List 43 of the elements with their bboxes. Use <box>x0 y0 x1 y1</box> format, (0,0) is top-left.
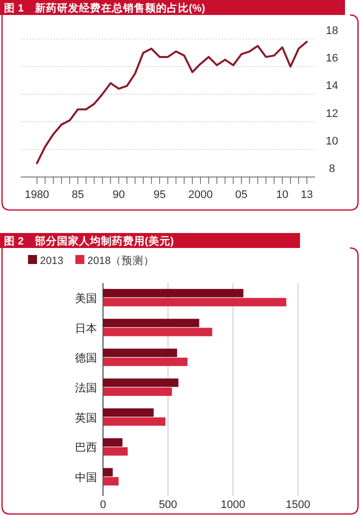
y-tick-label: 18 <box>326 25 338 37</box>
bar <box>103 477 119 486</box>
bar <box>103 298 286 306</box>
bar <box>103 447 128 456</box>
y-tick-label: 德国 <box>75 352 97 365</box>
x-tick-label: 13 <box>300 189 313 201</box>
y-tick-label: 12 <box>326 108 338 120</box>
bar <box>103 388 172 396</box>
x-tick-label: 2000 <box>188 189 213 201</box>
y-tick-label: 巴西 <box>75 442 97 454</box>
bar <box>103 408 154 417</box>
x-tick-label: 95 <box>153 189 166 201</box>
chart-title: 图 1 新药研发经费在总销售额的占比(%) <box>4 2 206 14</box>
y-tick-label: 英国 <box>75 411 97 424</box>
y-tick-label: 美国 <box>75 292 97 305</box>
x-tick-label: 1980 <box>24 189 50 201</box>
legend-label: 2018（预测） <box>87 255 155 267</box>
x-tick-label: 10 <box>276 189 288 201</box>
bar <box>103 348 178 358</box>
y-tick-label: 10 <box>326 135 338 148</box>
y-tick-label: 法国 <box>75 382 97 394</box>
y-tick-label: 8 <box>328 163 336 175</box>
bar <box>103 417 166 426</box>
bar <box>103 358 188 366</box>
bar <box>103 328 212 336</box>
x-tick-label: 1000 <box>220 499 246 511</box>
bar <box>103 468 113 476</box>
x-tick-label: 05 <box>235 189 248 201</box>
y-tick-label: 16 <box>326 52 338 65</box>
bar <box>103 438 122 447</box>
x-tick-label: 85 <box>72 189 84 201</box>
x-tick-label: 1500 <box>286 499 310 511</box>
chart-title: 图 2 部分国家人均制药费用(美元) <box>4 234 174 248</box>
y-tick-label: 日本 <box>75 322 97 335</box>
x-tick-label: 0 <box>100 499 106 511</box>
bar <box>103 378 178 387</box>
legend-label: 2013 <box>40 255 64 267</box>
y-tick-label: 14 <box>326 80 338 92</box>
bar <box>103 318 200 328</box>
x-tick-label: 90 <box>112 189 125 201</box>
y-tick-label: 中国 <box>75 471 97 484</box>
bar <box>103 288 244 298</box>
x-tick-label: 500 <box>158 499 178 511</box>
